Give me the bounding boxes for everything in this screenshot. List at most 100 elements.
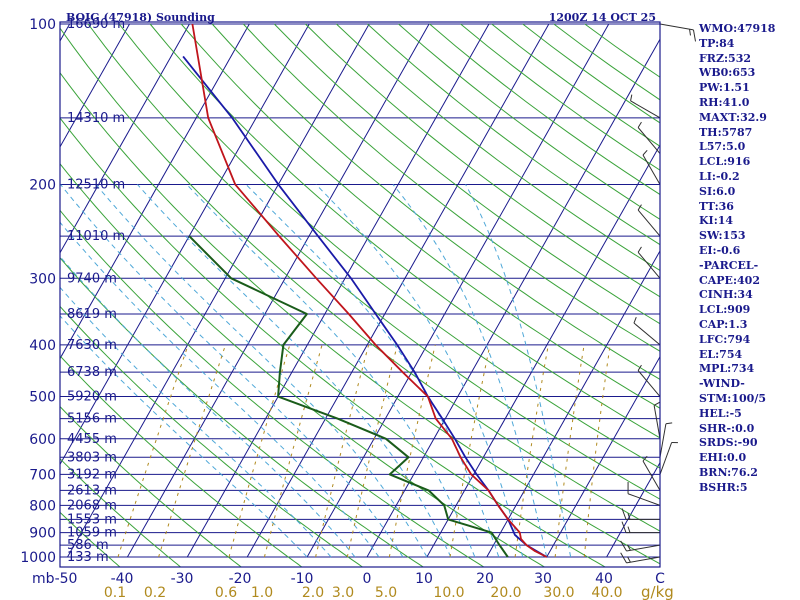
moist-adiabat-14 — [137, 184, 452, 558]
index-item: LCL:909 — [699, 303, 751, 317]
pressure-label-800: 800 — [29, 498, 56, 514]
wind-barb-staff — [637, 127, 661, 154]
index-item: TT:36 — [699, 199, 734, 213]
index-item: WMO:47918 — [699, 22, 776, 35]
height-label-900: 1059 m — [67, 526, 117, 541]
dry-adiabat-290 — [60, 209, 485, 567]
pressure-label-1000: 1000 — [20, 550, 56, 566]
mixing-ratio-line — [388, 344, 436, 558]
moist-adiabat--10 — [60, 315, 308, 558]
wind-barb-200 — [642, 149, 661, 185]
mixing-ratio-line — [263, 344, 323, 558]
temperature-label: 10 — [415, 571, 433, 587]
wind-barb-flag — [620, 540, 627, 552]
isotherm--10 — [306, 23, 610, 558]
index-item: RH:41.0 — [699, 95, 750, 109]
index-item: KI:14 — [699, 214, 734, 228]
wind-barb-staff — [626, 556, 661, 564]
pressure-label-700: 700 — [29, 467, 56, 483]
dry-adiabat-350 — [118, 23, 660, 469]
moist-adiabat-10 — [95, 184, 428, 558]
wind-barb-staff — [659, 442, 673, 475]
mixing-ratio-line — [449, 344, 491, 558]
mixing-ratio-label: 20.0 — [490, 585, 521, 600]
height-label-100: 16690 m — [67, 17, 125, 32]
mixing-ratio-line — [583, 344, 611, 558]
wind-barb-500 — [637, 364, 661, 397]
height-label-200: 12510 m — [67, 177, 125, 192]
isotherm-30 — [546, 355, 660, 558]
temperature-label: 40 — [595, 571, 613, 587]
moist-adiabat-2 — [60, 221, 380, 558]
index-item: L57:5.0 — [699, 140, 746, 154]
height-label-650: 3803 m — [67, 450, 117, 465]
mixing-ratio-line — [346, 344, 398, 558]
dewpoint-line — [188, 235, 509, 558]
index-item: EI:-0.6 — [699, 243, 741, 257]
mixing-ratio-line — [117, 344, 189, 558]
wind-barb-1000 — [620, 552, 661, 564]
wind-barb-950 — [620, 540, 661, 552]
isotherm-40 — [606, 461, 660, 558]
wind-barb-700 — [659, 441, 678, 475]
wind-barb-650 — [659, 422, 673, 458]
moist-adiabat-6 — [60, 184, 404, 558]
wind-barb-400 — [633, 316, 661, 346]
wind-barb-staff — [653, 405, 661, 439]
dry-adiabat-410 — [305, 23, 660, 298]
wind-barb-half-flag — [637, 121, 642, 128]
index-item: BRN:76.2 — [699, 465, 758, 479]
dry-adiabat-320 — [60, 71, 660, 565]
temperature-label: 30 — [534, 571, 552, 587]
mixing-ratio-label: 0.1 — [104, 585, 126, 600]
mixing-ratio-line — [554, 344, 585, 558]
height-label-600: 4455 m — [67, 432, 117, 447]
index-item: TH:5787 — [699, 125, 753, 139]
isotherm--20 — [246, 23, 550, 558]
index-item: CAPE:402 — [699, 273, 760, 287]
dry-adiabat-430 — [367, 23, 660, 246]
moist-adiabat-18 — [186, 184, 476, 558]
index-item: FRZ:532 — [699, 51, 752, 65]
index-item: SHR-:0.0 — [699, 421, 755, 435]
x-axis-unit: mb — [32, 571, 55, 587]
wind-barb-half-flag — [627, 544, 631, 551]
wind-barbs — [620, 23, 697, 564]
isotherm--80 — [60, 23, 190, 254]
dry-adiabat-380 — [211, 23, 660, 380]
index-item: EHI:0.0 — [699, 451, 747, 465]
mixing-ratio-label: 30.0 — [543, 585, 574, 600]
dry-adiabat-400 — [273, 23, 660, 325]
dry-adiabat-250 — [60, 405, 243, 567]
mixing-ratio-label: 1.0 — [251, 585, 273, 600]
wind-barb-half-flag — [627, 556, 631, 563]
isotherm--60 — [60, 23, 310, 466]
wind-barb-half-flag — [665, 422, 673, 425]
index-item: -WIND- — [699, 377, 745, 391]
dry-adiabat-240 — [60, 458, 182, 567]
wind-barb-175 — [637, 121, 661, 154]
wind-barb-half-flag — [653, 401, 660, 406]
wind-barb-staff — [627, 493, 661, 506]
moist-adiabat-34 — [465, 184, 572, 558]
height-label-400: 7630 m — [67, 338, 117, 353]
height-label-450: 6738 m — [67, 365, 117, 380]
index-item: LFC:794 — [699, 332, 751, 346]
wind-barb-half-flag — [637, 246, 642, 253]
height-label-800: 2068 m — [67, 498, 117, 513]
mixing-ratio-label: 5.0 — [375, 585, 397, 600]
dry-adiabat-390 — [242, 23, 660, 352]
height-label-350: 8619 m — [67, 307, 117, 322]
wind-barb-300 — [637, 246, 661, 279]
wind-barb-100 — [659, 23, 697, 42]
wind-barb-flag — [621, 508, 627, 520]
wind-barb-850 — [621, 508, 660, 520]
sounding-profiles — [182, 23, 548, 558]
moist-adiabat-30 — [392, 184, 548, 558]
index-item: LI:-0.2 — [699, 169, 740, 183]
wind-barb-half-flag — [642, 149, 648, 156]
dry-adiabat-260 — [60, 355, 303, 567]
pressure-label-400: 400 — [29, 338, 56, 354]
index-item: SI:6.0 — [699, 184, 736, 198]
